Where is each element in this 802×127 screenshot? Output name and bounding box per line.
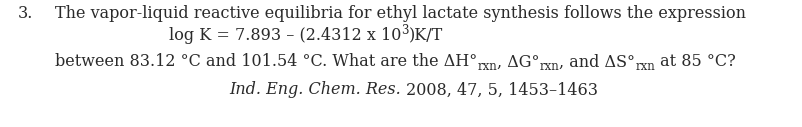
Text: rxn: rxn [539,60,558,73]
Text: The vapor-liquid reactive equilibria for ethyl lactate synthesis follows the exp: The vapor-liquid reactive equilibria for… [55,5,745,22]
Text: Ind. Eng. Chem. Res.: Ind. Eng. Chem. Res. [229,82,401,99]
Text: , and ΔS°: , and ΔS° [558,53,634,70]
Text: 3: 3 [401,23,408,36]
Text: at 85 °C?: at 85 °C? [654,53,735,70]
Text: 2008, 47, 5, 1453–1463: 2008, 47, 5, 1453–1463 [401,82,597,99]
Text: between 83.12 °C and 101.54 °C. What are the ΔH°: between 83.12 °C and 101.54 °C. What are… [55,53,476,70]
Text: rxn: rxn [634,60,654,73]
Text: 3.: 3. [18,5,34,22]
Text: log K = 7.893 – (2.4312 x 10: log K = 7.893 – (2.4312 x 10 [169,28,401,44]
Text: rxn: rxn [476,60,496,73]
Text: , ΔG°: , ΔG° [496,53,539,70]
Text: )K/T: )K/T [408,28,443,44]
